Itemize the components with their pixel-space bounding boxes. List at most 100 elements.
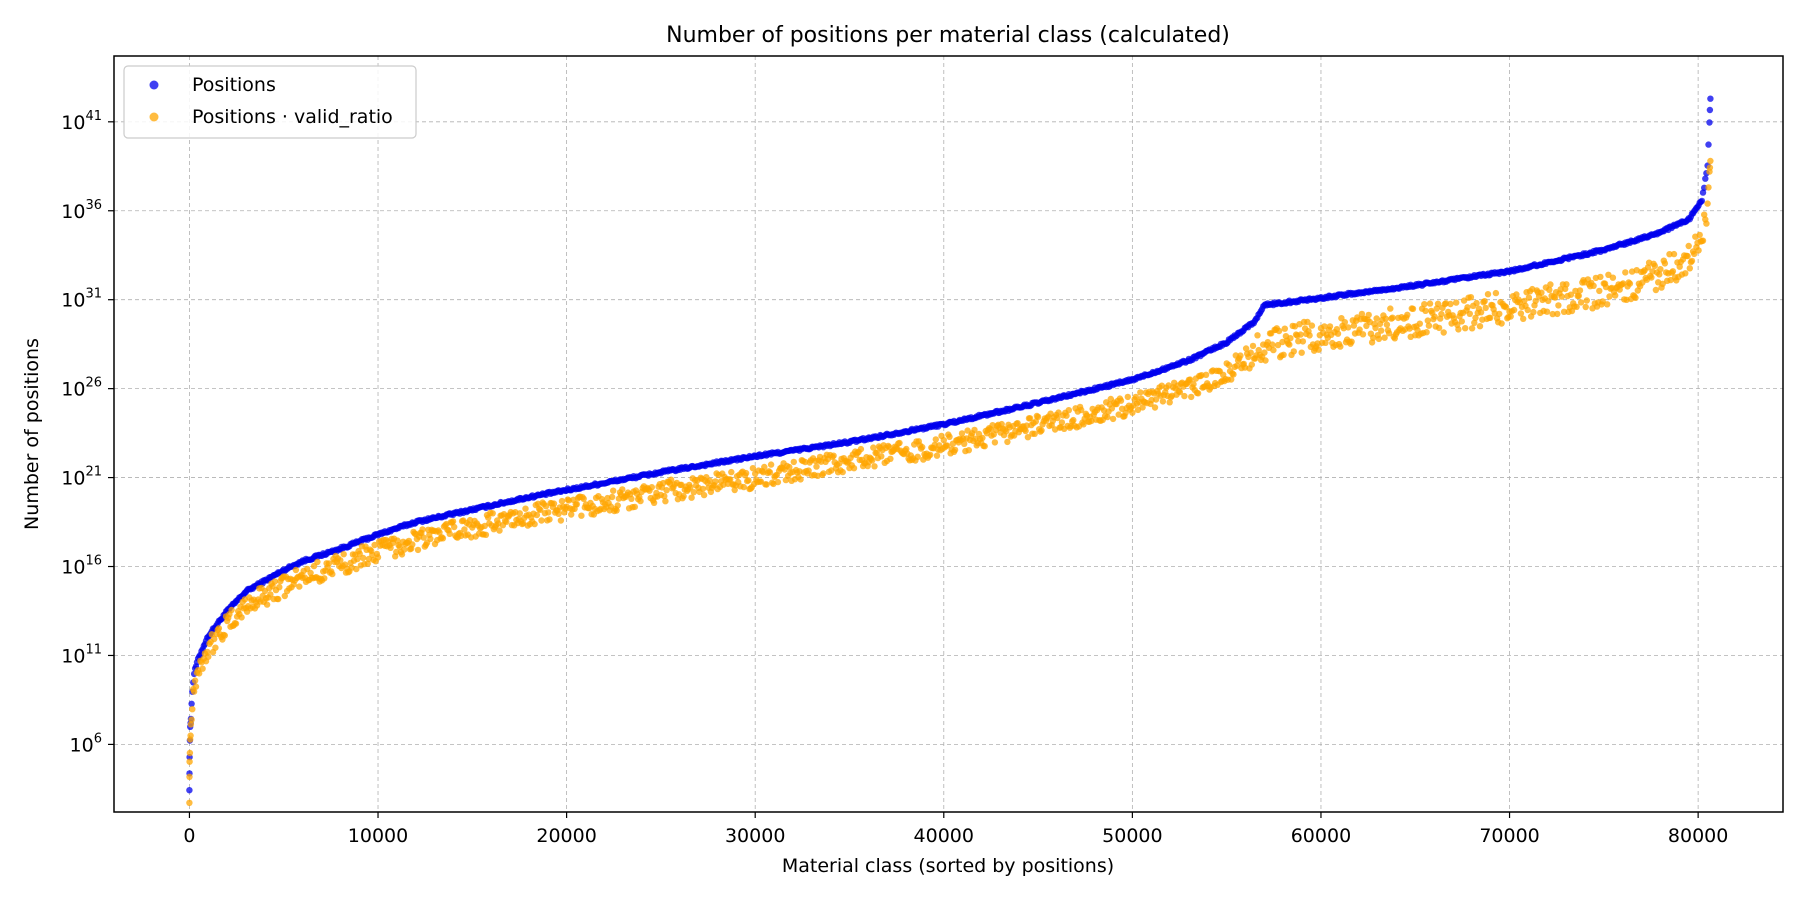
data-point xyxy=(619,486,626,493)
data-point xyxy=(555,510,562,517)
data-point xyxy=(1181,392,1188,400)
data-point xyxy=(1080,421,1087,428)
data-point xyxy=(971,426,978,434)
data-point xyxy=(1416,320,1424,327)
data-point xyxy=(727,476,734,483)
data-point xyxy=(1055,409,1062,416)
data-point xyxy=(1139,404,1146,411)
data-point xyxy=(187,732,194,739)
data-point xyxy=(1609,274,1617,281)
data-point xyxy=(1583,297,1591,304)
data-point xyxy=(314,558,321,566)
data-point xyxy=(446,530,453,537)
data-point xyxy=(1434,300,1442,307)
data-point xyxy=(1425,322,1433,329)
data-point xyxy=(1202,371,1210,378)
data-point xyxy=(790,458,797,466)
data-point xyxy=(1159,398,1167,405)
data-point xyxy=(1558,293,1566,300)
data-point xyxy=(1612,292,1619,299)
data-point xyxy=(1254,332,1261,339)
data-point xyxy=(354,555,361,563)
data-point xyxy=(1590,282,1597,289)
data-point xyxy=(613,507,620,514)
y-tick-label: 1026 xyxy=(61,376,102,401)
data-point xyxy=(205,653,212,660)
data-point xyxy=(482,531,490,538)
x-tick-label: 60000 xyxy=(1291,825,1351,847)
y-axis-ticks: 106 1011 1016 1021 1026 1031 1036 1041 xyxy=(61,109,114,756)
data-point xyxy=(1455,326,1462,333)
data-point xyxy=(1063,412,1070,419)
data-point xyxy=(1422,307,1429,314)
data-point xyxy=(1498,320,1505,327)
data-point xyxy=(663,487,670,494)
data-point xyxy=(1458,318,1466,325)
data-point xyxy=(1545,297,1552,305)
data-point xyxy=(1004,438,1011,446)
data-point xyxy=(1520,315,1527,322)
data-point xyxy=(1440,329,1447,336)
data-point xyxy=(648,484,655,491)
data-point xyxy=(1596,287,1603,295)
data-point xyxy=(212,644,219,651)
data-point xyxy=(516,510,523,517)
data-point xyxy=(1435,324,1443,332)
data-point xyxy=(1065,407,1073,414)
data-point xyxy=(763,481,770,488)
data-point xyxy=(749,465,757,472)
series-positions-valid-ratio xyxy=(186,157,1714,806)
data-point xyxy=(991,439,999,446)
data-point xyxy=(742,469,750,477)
data-point xyxy=(1685,242,1692,250)
data-point xyxy=(1476,323,1484,330)
y-tick-label: 1036 xyxy=(61,198,102,223)
data-point xyxy=(1286,341,1293,348)
data-point xyxy=(387,544,394,551)
data-point xyxy=(1372,324,1379,332)
y-axis-label: Number of positions xyxy=(21,338,43,530)
data-point xyxy=(1666,251,1673,258)
data-point xyxy=(1424,317,1432,324)
data-point xyxy=(927,451,934,458)
data-point xyxy=(979,434,986,442)
data-point xyxy=(1078,406,1085,414)
data-point xyxy=(1538,289,1545,296)
data-point xyxy=(1375,335,1383,343)
data-point xyxy=(568,511,575,518)
data-point xyxy=(699,485,707,493)
data-point xyxy=(1129,409,1136,416)
x-tick-label: 20000 xyxy=(536,825,596,847)
data-point xyxy=(1573,303,1580,310)
data-point xyxy=(199,665,206,672)
y-tick-label: 1021 xyxy=(61,465,102,490)
data-point xyxy=(1686,265,1694,272)
data-point xyxy=(680,492,687,500)
data-point xyxy=(186,749,194,757)
data-point xyxy=(1473,299,1480,307)
data-point xyxy=(1022,427,1029,435)
data-point xyxy=(1481,298,1488,305)
data-point xyxy=(1577,299,1585,306)
data-point xyxy=(550,500,558,507)
data-point xyxy=(190,688,198,695)
data-point xyxy=(1358,310,1366,318)
data-point xyxy=(204,648,211,656)
data-point xyxy=(830,452,837,459)
data-point xyxy=(706,477,713,484)
data-point xyxy=(1691,250,1698,258)
data-point xyxy=(196,670,203,677)
data-point xyxy=(396,543,403,550)
data-point xyxy=(1186,376,1194,383)
data-point xyxy=(1132,393,1140,401)
data-point xyxy=(1070,416,1077,424)
data-point xyxy=(1137,389,1144,396)
data-point xyxy=(337,557,344,564)
data-point xyxy=(712,478,719,485)
data-point xyxy=(545,509,552,516)
data-point xyxy=(610,487,617,494)
data-point xyxy=(1382,315,1389,322)
data-point xyxy=(1225,361,1233,369)
data-point xyxy=(1404,311,1411,318)
data-point xyxy=(820,470,827,477)
